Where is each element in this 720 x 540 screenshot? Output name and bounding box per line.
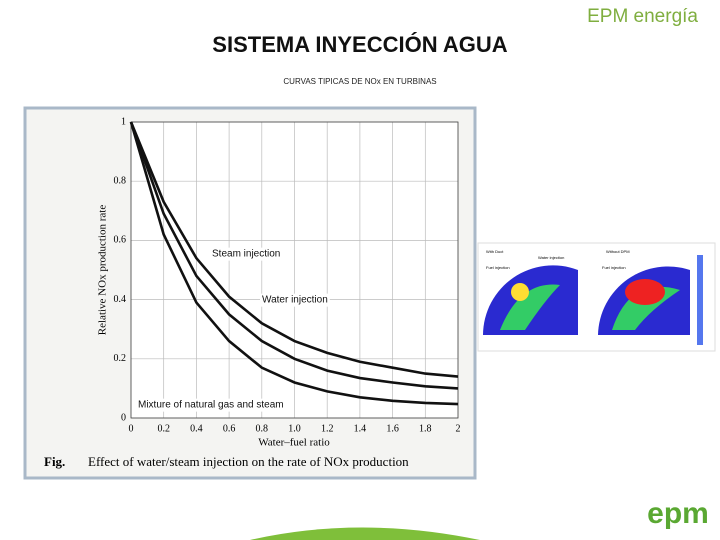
slide-subtitle: CURVAS TIPICAS DE NOx EN TURBINAS	[283, 77, 436, 86]
cfd-label: With Duct	[486, 249, 504, 254]
series-label: Mixture of natural gas and steam	[138, 400, 284, 411]
y-tick-label: 0	[121, 412, 126, 423]
x-tick-label: 1.6	[386, 423, 399, 434]
line	[129, 121, 459, 390]
x-tick-label: 0.8	[256, 423, 269, 434]
x-tick-label: 0.4	[190, 423, 203, 434]
x-tick-label: 0	[129, 423, 134, 434]
x-tick-label: 1.0	[288, 423, 301, 434]
x-tick-label: 2	[456, 423, 461, 434]
line	[129, 121, 459, 378]
x-tick-label: 0.6	[223, 423, 236, 434]
cfd-label: Water injection	[538, 255, 564, 260]
y-tick-label: 0.2	[114, 353, 127, 364]
y-tick-label: 0.4	[114, 294, 127, 305]
decor-arc	[250, 527, 480, 540]
cfd-label: Fuel injection	[602, 265, 626, 270]
cfd-figure: With Duct Without DPM Water injection Fu…	[477, 242, 716, 352]
cfd-scale	[697, 255, 703, 345]
caption-label: Fig.	[44, 454, 65, 469]
x-tick-label: 1.2	[321, 423, 334, 434]
series-label-bg	[136, 398, 286, 412]
x-tick-label: 1.8	[419, 423, 432, 434]
line	[129, 121, 459, 406]
y-tick-label: 0.8	[114, 175, 127, 186]
series-label-bg	[210, 247, 283, 261]
brand: EPM energía	[587, 6, 698, 27]
series-label-bg	[260, 293, 330, 307]
x-axis-label: Water–fuel ratio	[258, 437, 330, 449]
cfd-label: Without DPM	[606, 249, 630, 254]
logo: epm	[647, 497, 709, 530]
series-label: Water injection	[262, 295, 328, 306]
cfd-hot	[625, 279, 665, 305]
cfd-hot	[511, 283, 529, 301]
y-tick-label: 1	[121, 116, 126, 127]
x-tick-label: 0.2	[157, 423, 170, 434]
x-tick-label: 1.4	[354, 423, 367, 434]
cfd-plume	[500, 284, 560, 330]
plot-border	[130, 121, 459, 419]
caption: Effect of water/steam injection on the r…	[88, 454, 409, 469]
y-axis-label: Relative NOx production rate	[97, 205, 109, 336]
slide-title: SISTEMA INYECCIÓN AGUA	[212, 32, 508, 57]
cfd-label: Fuel injection	[486, 265, 510, 270]
y-tick-label: 0.6	[114, 235, 127, 246]
series-label: Steam injection	[212, 249, 280, 260]
